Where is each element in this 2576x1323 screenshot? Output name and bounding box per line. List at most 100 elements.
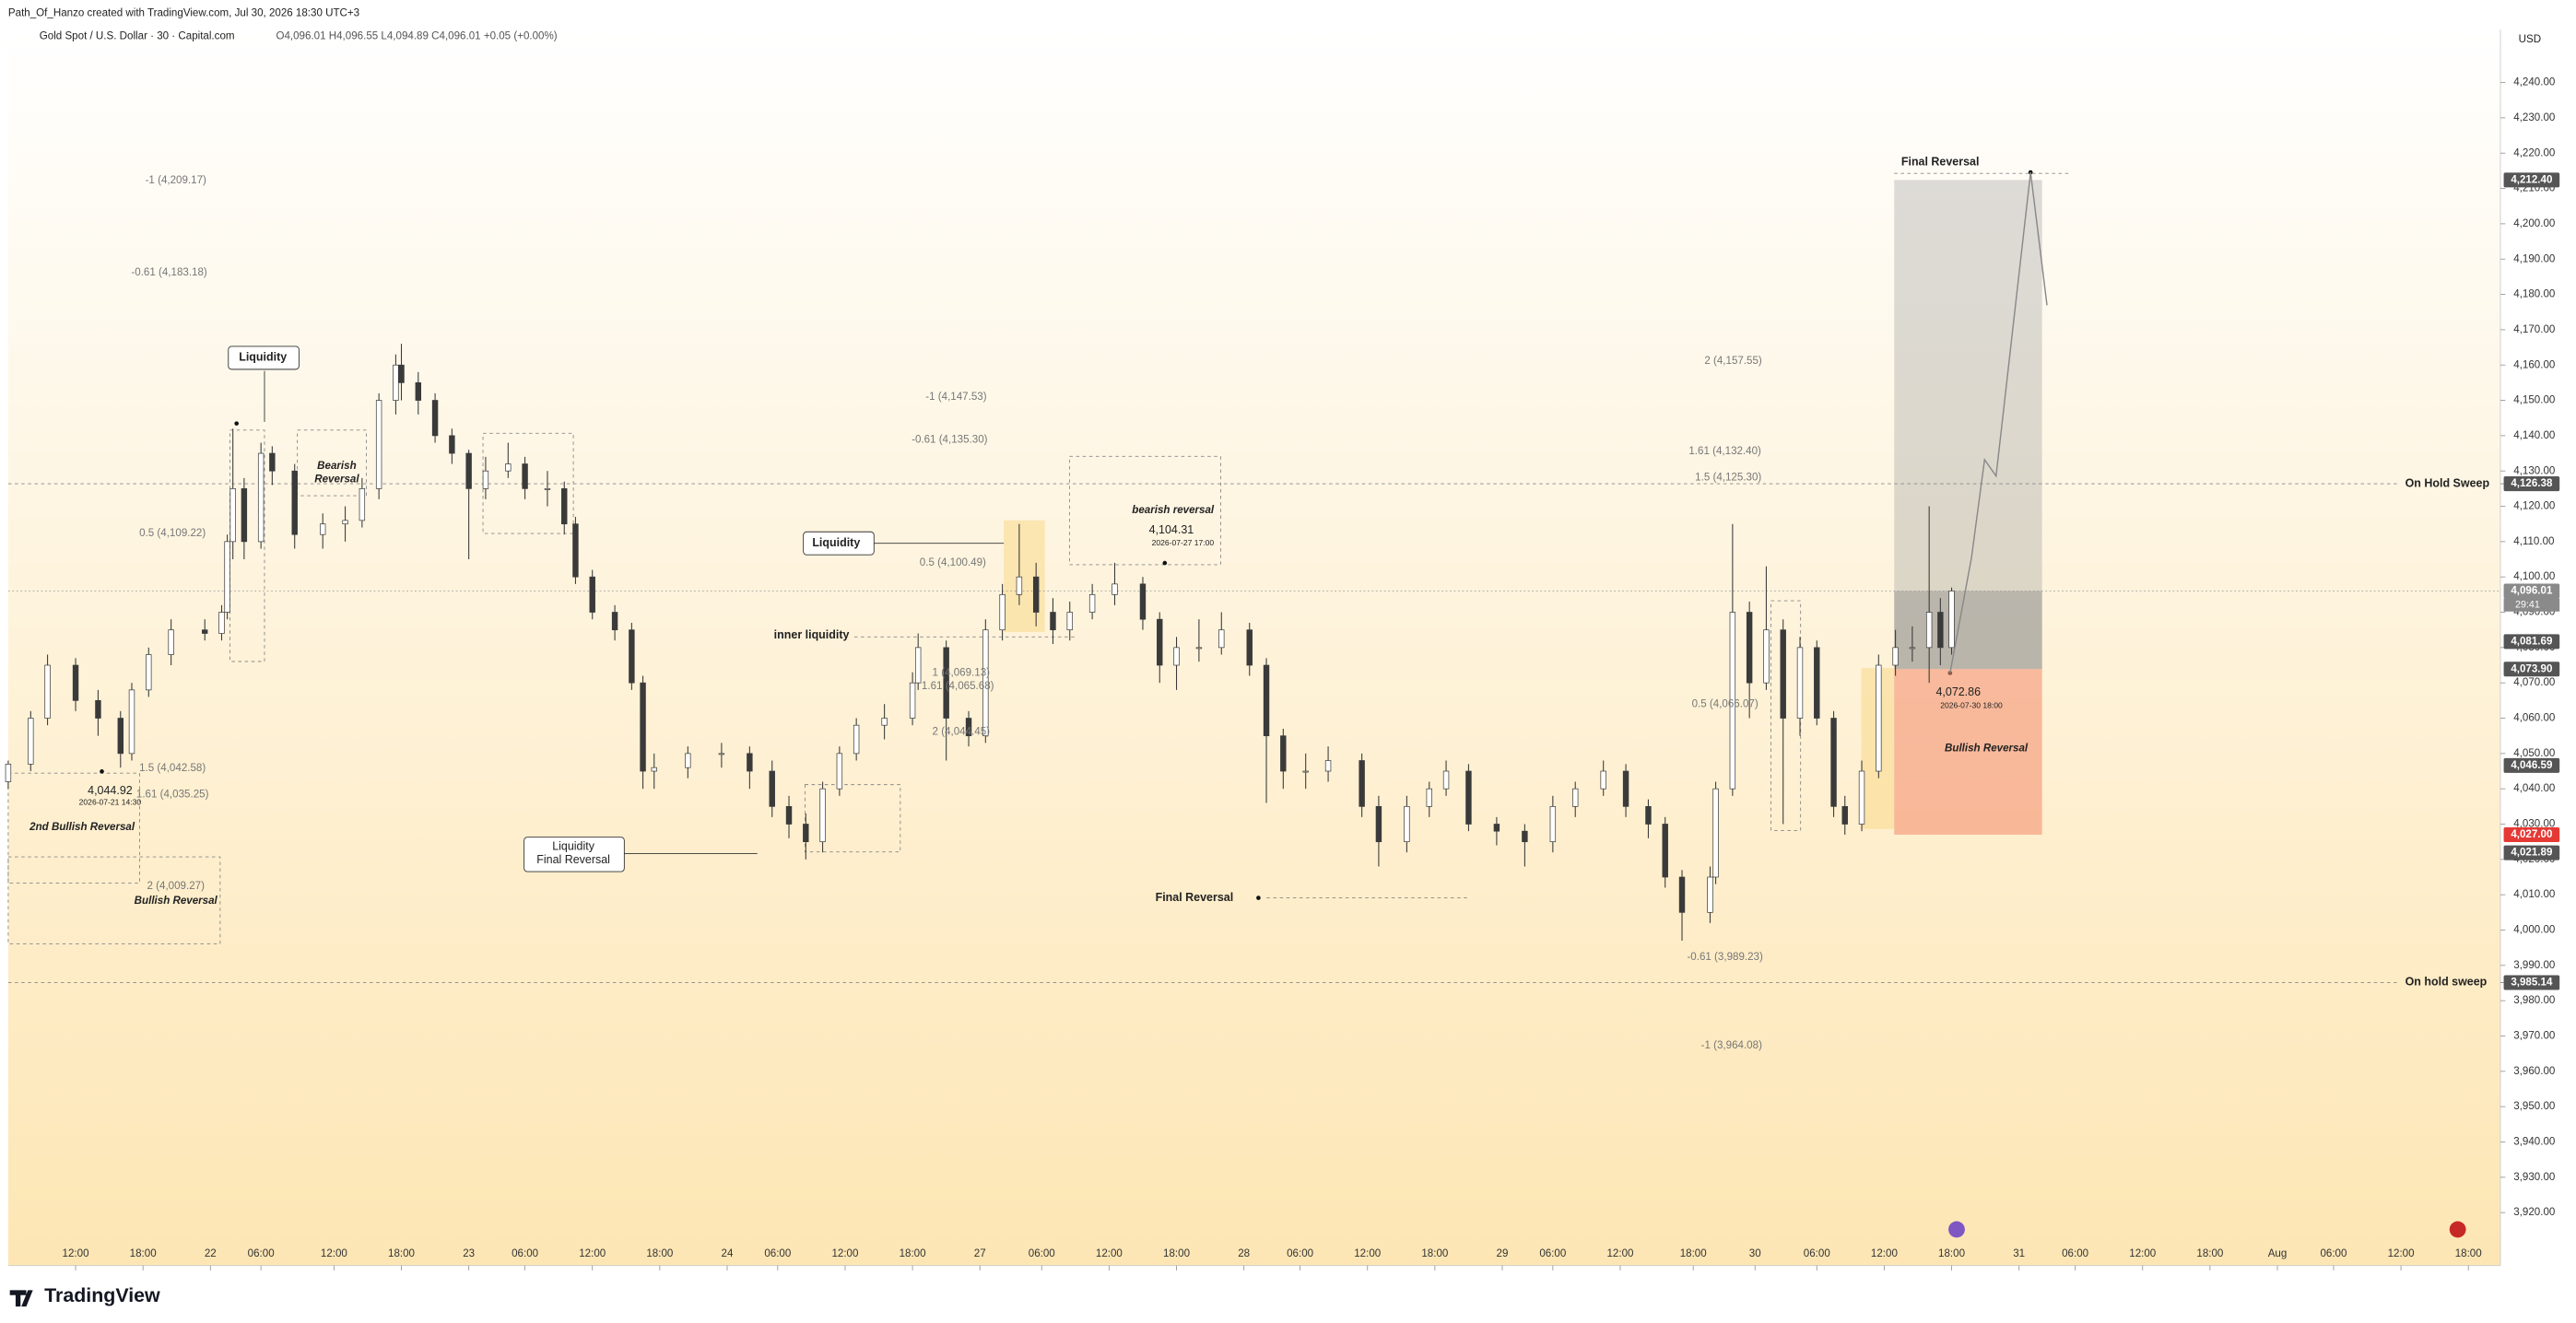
x-tick-label: 12:00 [321, 1248, 347, 1259]
annotation: 2 (4,157.55) [1704, 356, 1762, 367]
price-label: 4,073.90 [2511, 663, 2552, 674]
x-tick-label: 18:00 [388, 1248, 415, 1259]
candle-body [589, 576, 595, 613]
axes: 3,920.00 3,930.00 3,940.00 3,950.00 3,960.00… [63, 77, 2560, 1270]
candle-body [1066, 612, 1073, 631]
candle-body [1645, 805, 1652, 825]
brand: TradingView [44, 1284, 160, 1306]
candle-body [1375, 805, 1382, 843]
box [804, 784, 901, 853]
annotation: Liquidity [239, 351, 287, 364]
annotation: Reversal [314, 474, 359, 485]
candle-body [146, 654, 152, 691]
y-tick-label: 4,130.00 [2513, 465, 2555, 476]
candle-body [853, 724, 860, 755]
annotation: 4,044.92 [88, 784, 133, 797]
drawings [7, 170, 2466, 1238]
candle-body [1246, 629, 1253, 666]
y-tick-label: 4,090.00 [2513, 607, 2555, 618]
brand-logo [9, 1290, 33, 1307]
candle-body [1112, 583, 1118, 595]
annotation: Final Reversal [536, 853, 610, 866]
candle-body [1324, 760, 1332, 772]
candle-body [359, 488, 366, 521]
x-tick-label: 06:00 [1029, 1248, 1055, 1259]
y-tick-label: 3,960.00 [2513, 1066, 2555, 1077]
x-tick-label: 18:00 [646, 1248, 673, 1259]
event-icon[interactable] [2449, 1221, 2466, 1238]
y-tick-label: 4,050.00 [2513, 748, 2555, 759]
x-tick-label: 06:00 [764, 1248, 791, 1259]
x-tick-label: 22 [205, 1248, 217, 1259]
candle-body [1493, 824, 1500, 832]
y-tick-label: 4,200.00 [2513, 218, 2555, 229]
candle-body [1780, 629, 1786, 719]
annotation: -0.61 (3,989.23) [1687, 952, 1763, 963]
x-tick-label: 06:00 [2062, 1248, 2088, 1259]
y-tick-label: 4,190.00 [2513, 253, 2555, 264]
annotation: Liquidity [812, 536, 860, 549]
candle-body [1522, 830, 1528, 843]
candle-body [1302, 770, 1309, 773]
candle-body [640, 682, 646, 772]
credit: Path_Of_Hanzo created with TradingView.c… [8, 7, 359, 18]
candle-body [1796, 647, 1804, 719]
candle-body [1858, 770, 1865, 825]
candle-body [44, 664, 51, 719]
candle-body [393, 364, 399, 401]
candle-body [1442, 770, 1450, 790]
candle-body [611, 612, 618, 631]
candle-body [95, 699, 101, 719]
target-zone [1894, 180, 2042, 670]
projection [1949, 171, 2048, 673]
y-tick-label: 4,140.00 [2513, 430, 2555, 441]
price-label: 3,985.14 [2511, 978, 2553, 989]
y-tick-label: 3,930.00 [2513, 1172, 2555, 1183]
candle-body [1088, 594, 1096, 613]
y-tick-label: 3,950.00 [2513, 1101, 2555, 1112]
stop-zone [1894, 669, 2042, 836]
x-tick-label: 06:00 [1539, 1248, 1566, 1259]
annotation: 2026-07-21 14:30 [79, 797, 142, 806]
dot [100, 769, 104, 774]
annotation: 2 (4,044.45) [933, 727, 991, 738]
price-label-box [2503, 583, 2560, 599]
candle-body [999, 594, 1006, 631]
candle-body [1218, 629, 1225, 649]
candle-body [241, 488, 248, 543]
x-tick-label: 18:00 [2196, 1248, 2223, 1259]
currency: USD [2519, 34, 2541, 45]
candle-body [168, 629, 174, 655]
price-label-box [2503, 634, 2560, 650]
annotation: Bearish [317, 461, 356, 472]
candle-body [1909, 647, 1916, 650]
candle-body [685, 753, 691, 768]
candle-body [465, 452, 472, 489]
sweep-label: On hold sweep [2405, 976, 2488, 989]
candle-body [1707, 876, 1713, 913]
event-icon[interactable] [1948, 1221, 1965, 1238]
box [1068, 455, 1221, 566]
open-zone [1894, 591, 2042, 670]
candle-body [128, 689, 135, 755]
label-box [228, 345, 300, 370]
x-tick-label: 06:00 [512, 1248, 538, 1259]
x-tick-label: 06:00 [248, 1248, 275, 1259]
x-tick-label: 31 [2013, 1248, 2025, 1259]
candle-body [914, 647, 922, 684]
candle-body [629, 629, 635, 684]
candle-body [747, 753, 753, 772]
annotation: 1.61 (4,132.40) [1688, 446, 1761, 457]
candle-body [965, 718, 972, 737]
annotation: 1.61 (4,065.68) [922, 681, 994, 692]
y-tick-label: 4,070.00 [2513, 677, 2555, 688]
x-tick-label: 29 [1497, 1248, 1509, 1259]
x-tick-label: 06:00 [2320, 1248, 2347, 1259]
x-tick-label: 12:00 [1606, 1248, 1633, 1259]
x-tick-label: Aug [2268, 1248, 2288, 1259]
x-tick-label: 12:00 [831, 1248, 858, 1259]
y-tick-label: 3,980.00 [2513, 995, 2555, 1006]
candle-body [881, 718, 888, 726]
price-label-box [2503, 845, 2560, 861]
